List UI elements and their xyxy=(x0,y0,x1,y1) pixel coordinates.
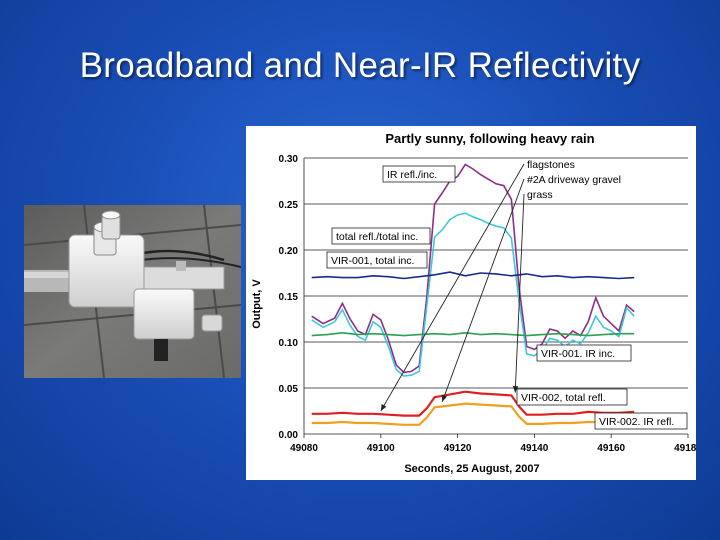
series-label-box xyxy=(594,412,688,430)
series-label-box xyxy=(331,227,431,245)
series-label-box xyxy=(382,165,456,183)
chart-figure: Partly sunny, following heavy rain Secon… xyxy=(246,126,702,480)
surface-label: flagstones xyxy=(527,159,575,171)
surface-label: grass xyxy=(527,189,553,201)
y-axis-label: Output, V xyxy=(251,279,263,329)
y-tick-label: 0.20 xyxy=(279,246,299,257)
y-tick-label: 0.25 xyxy=(279,200,299,211)
y-tick-label: 0.10 xyxy=(279,338,299,349)
y-tick-label: 0.15 xyxy=(279,292,299,303)
y-tick-label: 0.05 xyxy=(279,384,299,395)
series-label: VIR-001. IR inc. xyxy=(541,348,615,360)
arrow-head xyxy=(441,394,448,402)
series-label-box xyxy=(326,251,428,269)
arrow-line xyxy=(380,163,525,412)
x-tick-label: 49140 xyxy=(520,443,548,454)
series-label: total refl./total inc. xyxy=(336,231,418,243)
chart-title: Partly sunny, following heavy rain xyxy=(385,131,594,146)
chart-svg: Partly sunny, following heavy rain Secon… xyxy=(251,131,702,475)
slide-title: Broadband and Near-IR Reflectivity xyxy=(79,46,641,85)
surface-label: #2A driveway gravel xyxy=(527,174,621,186)
series-label: VIR-002, total refl. xyxy=(521,392,606,404)
series-label-box xyxy=(516,388,628,406)
series-line-3 xyxy=(311,271,635,280)
arrow-line xyxy=(514,193,525,393)
y-tick-label: 0.00 xyxy=(279,430,299,441)
y-tick-label: 0.30 xyxy=(279,154,299,165)
x-tick-label: 49100 xyxy=(367,443,395,454)
series-line-5 xyxy=(311,390,635,417)
arrow-head xyxy=(380,404,387,411)
sensor-photo xyxy=(24,205,241,378)
series-label: VIR-001, total inc. xyxy=(331,255,414,267)
x-tick-label: 49120 xyxy=(444,443,472,454)
arrow-head xyxy=(512,386,519,393)
series-line-6 xyxy=(311,402,635,426)
series-label-box xyxy=(536,344,632,362)
x-axis-label: Seconds, 25 August, 2007 xyxy=(404,463,539,475)
arrow-line xyxy=(441,178,525,402)
series-line-2 xyxy=(311,212,635,377)
x-tick-label: 49080 xyxy=(290,443,318,454)
series-line-4 xyxy=(311,331,635,337)
series-label: VIR-002. IR refl. xyxy=(599,416,674,428)
series-line-1 xyxy=(311,163,635,374)
series-label: IR refl./inc. xyxy=(387,169,437,181)
x-tick-label: 49180 xyxy=(674,443,696,454)
x-tick-label: 49160 xyxy=(597,443,625,454)
